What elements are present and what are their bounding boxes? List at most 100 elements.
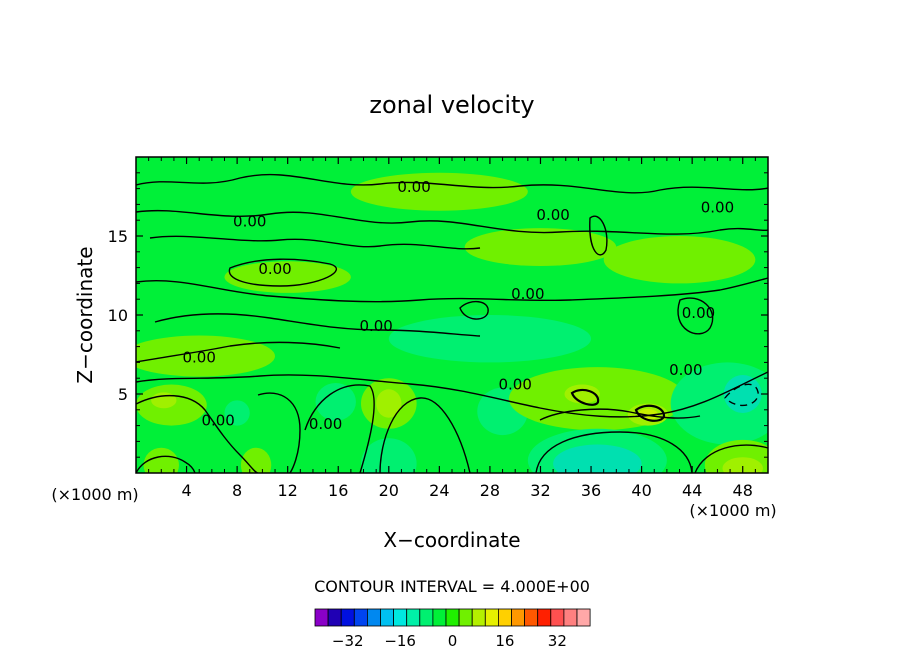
x-axis-label: X−coordinate <box>383 528 520 552</box>
colorbar-swatch <box>380 608 395 627</box>
contour-lines <box>136 173 768 473</box>
colorbar-swatch <box>484 608 499 627</box>
contour-line <box>694 444 768 473</box>
contour-line <box>589 215 608 256</box>
contour-label: 0.00 <box>682 304 715 322</box>
x-tick-label: 40 <box>631 481 651 500</box>
chart-title: zonal velocity <box>369 91 534 119</box>
colorbar-swatch <box>340 608 355 627</box>
colorbar: −32 −16 0 16 32 <box>314 608 591 650</box>
y-tick-label: 10 <box>108 306 128 325</box>
colorbar-swatch <box>445 608 460 627</box>
contour-label: 0.00 <box>511 285 544 303</box>
contour-label: 0.00 <box>536 206 569 224</box>
contour-interval: CONTOUR INTERVAL = 4.000E+00 <box>314 577 590 596</box>
contour-line <box>136 394 259 473</box>
x-tick-label: 32 <box>530 481 550 500</box>
colorbar-swatch <box>406 608 421 627</box>
field-anomaly <box>240 447 272 473</box>
contour-line <box>535 431 693 473</box>
x-tick-label: 28 <box>480 481 500 500</box>
contour-label: 0.00 <box>182 348 215 366</box>
colorbar-swatch <box>419 608 434 627</box>
contour-line <box>724 383 759 407</box>
field-anomaly <box>388 315 592 363</box>
field-anomaly <box>361 438 417 473</box>
field-anomaly <box>722 457 763 473</box>
field-anomaly <box>136 335 276 377</box>
colorbar-swatch <box>524 608 539 627</box>
field-anomaly <box>376 389 402 418</box>
contour-line <box>459 301 489 320</box>
contour-label: 0.00 <box>233 213 266 231</box>
contour-label: 0.00 <box>669 361 702 379</box>
contour-label: 0.00 <box>359 317 392 335</box>
field-anomaly <box>553 444 642 473</box>
colorbar-swatch <box>314 608 329 627</box>
y-tick-label: 5 <box>118 385 128 404</box>
x-tick-label: 16 <box>328 481 348 500</box>
x-tick-label: 20 <box>379 481 399 500</box>
colorbar-swatch <box>471 608 486 627</box>
field-anomaly <box>564 384 600 404</box>
contour-line <box>228 258 338 287</box>
contour-line <box>136 209 768 235</box>
x-tick-label: 12 <box>278 481 298 500</box>
x-unit-right: (×1000 m) <box>689 501 776 520</box>
x-tick-label: 4 <box>181 481 191 500</box>
contour-line <box>539 408 701 421</box>
contour-label: 0.00 <box>201 412 234 430</box>
contour-line <box>136 455 196 473</box>
field-anomaly <box>464 228 617 267</box>
contour-label: 0.00 <box>701 198 734 216</box>
contour-line <box>136 277 768 303</box>
contour-line <box>677 297 714 335</box>
colorbar-swatch <box>576 608 591 627</box>
colorbar-swatch <box>550 608 565 627</box>
contour-line <box>136 173 768 194</box>
x-unit-left: (×1000 m) <box>51 485 138 504</box>
contour-line <box>634 404 666 422</box>
field-anomaly <box>350 172 528 211</box>
colorbar-swatch <box>432 608 447 627</box>
contour-line <box>570 388 600 406</box>
contour-line <box>379 397 471 473</box>
colorbar-tick-label: −32 <box>332 632 364 650</box>
field-anomaly <box>603 236 756 284</box>
contour-label: 0.00 <box>258 260 291 278</box>
y-axis-label: Z−coordinate <box>73 246 97 383</box>
colorbar-swatch <box>366 608 381 627</box>
contour-line <box>149 235 481 250</box>
colorbar-tick-label: 32 <box>548 632 567 650</box>
colorbar-swatch <box>511 608 526 627</box>
x-tick-label: 44 <box>682 481 702 500</box>
contour-line <box>257 392 301 473</box>
colorbar-swatch <box>563 608 578 627</box>
x-tick-label: 24 <box>429 481 449 500</box>
contour-field <box>136 157 768 473</box>
colorbar-tick-label: 16 <box>495 632 514 650</box>
colorbar-swatch <box>537 608 552 627</box>
field-anomaly <box>224 400 250 426</box>
colorbar-swatch <box>353 608 368 627</box>
field-anomaly <box>315 382 356 421</box>
x-tick-label: 36 <box>581 481 601 500</box>
contour-line <box>154 313 481 337</box>
colorbar-swatch <box>458 608 473 627</box>
x-tick-label: 48 <box>733 481 753 500</box>
y-tick-label: 15 <box>108 227 128 246</box>
colorbar-tick-label: −16 <box>384 632 416 650</box>
colorbar-swatch <box>327 608 342 627</box>
contour-labels: 0.00 0.00 0.00 0.00 0.00 0.00 0.00 0.00 0.00 0.00… <box>182 178 734 433</box>
colorbar-swatch <box>497 608 512 627</box>
contour-label: 0.00 <box>309 415 342 433</box>
colorbar-tick-label: 0 <box>448 632 458 650</box>
field-anomaly <box>143 447 179 473</box>
contour-line <box>136 341 341 363</box>
contour-label: 0.00 <box>498 375 531 393</box>
field-anomaly <box>151 392 177 409</box>
x-tick-label: 8 <box>232 481 242 500</box>
colorbar-swatch <box>393 608 408 627</box>
